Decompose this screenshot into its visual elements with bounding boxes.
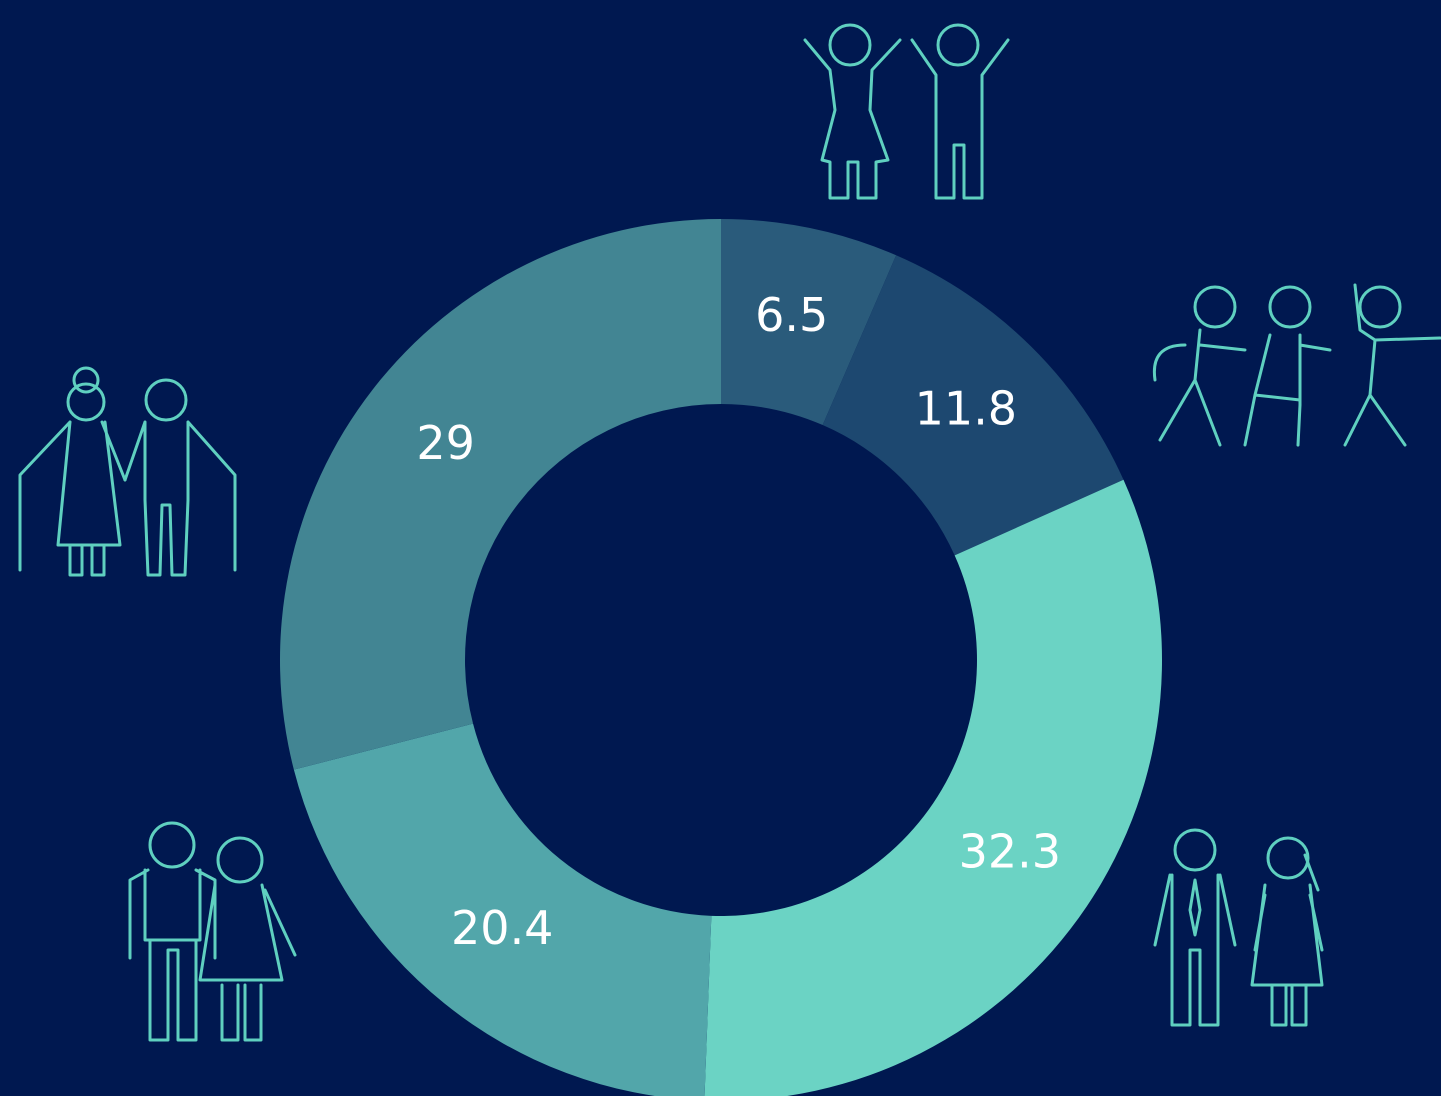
data-label: 20.4 [451, 901, 553, 955]
slice [704, 479, 1162, 1096]
data-label: 11.8 [915, 382, 1017, 436]
slices [279, 219, 1162, 1096]
seniors-icon [128, 821, 297, 1042]
adults-icon [1153, 828, 1324, 1027]
elderly-icon [18, 366, 237, 577]
data-label: 32.3 [959, 824, 1061, 878]
data-label: 6.5 [755, 288, 828, 342]
slice [721, 219, 897, 426]
data-label: 29 [416, 416, 475, 470]
labels: 6.5 11.8 32.3 20.4 29 [416, 288, 1061, 955]
teens-icon [1152, 283, 1441, 447]
children-icon [803, 23, 1010, 200]
slice [822, 255, 1124, 556]
slice [279, 219, 721, 770]
slice [293, 723, 712, 1096]
